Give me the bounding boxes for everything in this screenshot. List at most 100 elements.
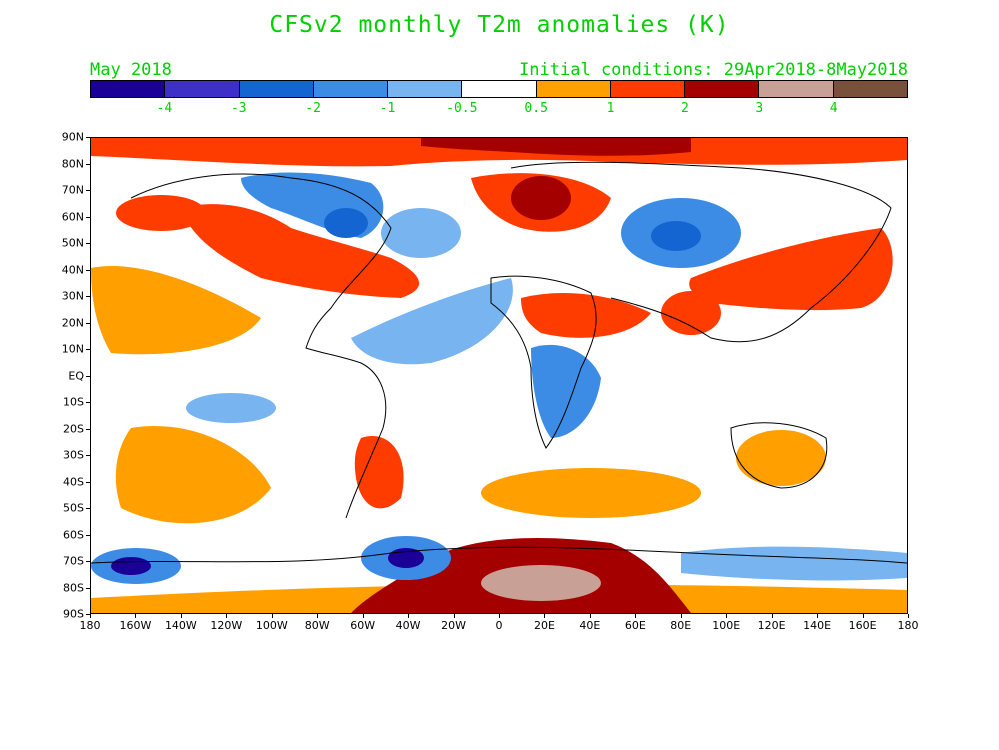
latitude-label: 70N: [61, 183, 84, 197]
colorbar-swatch: [536, 81, 611, 97]
latitude-label: 20N: [61, 316, 84, 329]
colorbar-label: 4: [829, 101, 838, 116]
forecast-month-label: May 2018: [90, 60, 172, 80]
longitude-tick: [271, 614, 273, 618]
longitude-label: 100E: [712, 619, 741, 632]
labrador-cold-core: [324, 208, 368, 238]
latitude-label: 20S: [63, 422, 84, 435]
north-pacific-warm: [91, 266, 261, 355]
siberia-cold-core: [651, 221, 701, 251]
colorbar-swatch: [165, 81, 240, 97]
south-pacific-cool: [186, 393, 276, 423]
anomaly-map: [90, 137, 908, 614]
longitude-tick: [135, 614, 137, 618]
anomaly-map-svg: [91, 138, 907, 613]
longitude-label: 80W: [304, 619, 330, 632]
longitude-tick: [680, 614, 682, 618]
latitude-tick: [86, 587, 90, 589]
latitude-label: EQ: [68, 369, 84, 382]
longitude-tick: [908, 614, 909, 618]
longitude-tick: [726, 614, 728, 618]
chart-title: CFSv2 monthly T2m anomalies (K): [269, 12, 730, 38]
colorbar-swatch: [388, 81, 463, 97]
longitude-label: 20W: [441, 619, 466, 632]
colorbar-label: 3: [755, 101, 764, 116]
antarctic-peak-warm: [481, 565, 601, 601]
latitude-tick: [86, 243, 90, 244]
latitude-label: 50N: [61, 236, 84, 250]
longitude-label: 80E: [670, 619, 692, 632]
southern-ocean-warm: [481, 468, 701, 518]
latitude-label: 30N: [61, 289, 84, 303]
longitude-label: 180: [897, 619, 919, 632]
longitude-tick: [589, 614, 591, 618]
longitude-tick: [362, 614, 364, 618]
colorbar-label: 2: [680, 101, 689, 116]
latitude-tick: [86, 375, 90, 377]
longitude-label: 140E: [803, 619, 832, 632]
scandinavia-strong-warm: [511, 176, 571, 220]
colorbar-label: -1: [379, 101, 396, 116]
arctic-strong-warm: [421, 138, 691, 156]
longitude-label: 60W: [350, 619, 376, 632]
east-antarctica-cool: [681, 546, 907, 581]
colorbar-label: -0.5: [446, 101, 478, 116]
latitude-tick: [86, 296, 90, 297]
coastlines: [91, 161, 907, 564]
latitude-label: 50S: [63, 501, 84, 515]
colorbar-swatch: [239, 81, 314, 97]
longitude-label: 120W: [210, 619, 243, 632]
longitude-tick: [90, 614, 91, 618]
longitude-tick: [317, 614, 319, 618]
latitude-label: 40S: [63, 475, 84, 488]
longitude-label: 20E: [533, 619, 555, 632]
north-atlantic-cool: [381, 208, 461, 258]
south-pacific-warm: [115, 426, 271, 524]
latitude-label: 90N: [61, 130, 84, 144]
north-america-warm-anomaly: [181, 204, 420, 298]
longitude-label: 120E: [757, 619, 786, 632]
atlantic-cool-band: [351, 278, 513, 365]
latitude-tick: [86, 455, 90, 456]
sahara-warm-anomaly: [521, 293, 651, 338]
longitude-tick: [408, 614, 410, 618]
longitude-label: 0: [495, 619, 503, 632]
latitude-tick: [86, 508, 90, 509]
latitude-label: 80N: [61, 157, 84, 170]
longitude-tick: [544, 614, 546, 618]
latitude-tick: [86, 190, 90, 191]
longitude-label: 60E: [624, 619, 646, 632]
colorbar-label: -4: [156, 101, 173, 116]
south-america-warm: [354, 436, 404, 509]
longitude-label: 40W: [395, 619, 421, 632]
latitude-tick: [86, 163, 90, 165]
india-warm-anomaly: [661, 291, 721, 335]
ross-sea-cold-core: [111, 557, 151, 575]
latitude-tick: [86, 561, 90, 562]
longitude-tick: [771, 614, 773, 618]
longitude-label: 140W: [164, 619, 197, 632]
colorbar-swatch: [610, 81, 686, 97]
east-asia-warm-anomaly: [689, 228, 893, 311]
latitude-tick: [86, 614, 90, 615]
latitude-label: 90S: [63, 607, 84, 621]
latitude-tick: [86, 137, 90, 138]
longitude-tick: [499, 614, 500, 618]
latitude-label: 30S: [63, 448, 84, 462]
australia-warm-anomaly: [736, 430, 826, 486]
colorbar-swatch: [91, 81, 166, 97]
colorbar-label: 0.5: [524, 101, 548, 116]
arctic-warm-band: [91, 138, 907, 167]
longitude-label: 160E: [848, 619, 877, 632]
longitude-label: 100W: [255, 619, 288, 632]
colorbar-swatch: [833, 81, 907, 97]
colorbar: [90, 80, 908, 98]
colorbar-swatch: [685, 81, 760, 97]
colorbar-swatch: [759, 81, 834, 97]
latitude-tick: [86, 322, 90, 324]
latitude-tick: [86, 428, 90, 430]
latitude-tick: [86, 481, 90, 483]
initial-conditions-label: Initial conditions: 29Apr2018-8May2018: [519, 60, 908, 80]
longitude-tick: [453, 614, 455, 618]
longitude-tick: [635, 614, 637, 618]
